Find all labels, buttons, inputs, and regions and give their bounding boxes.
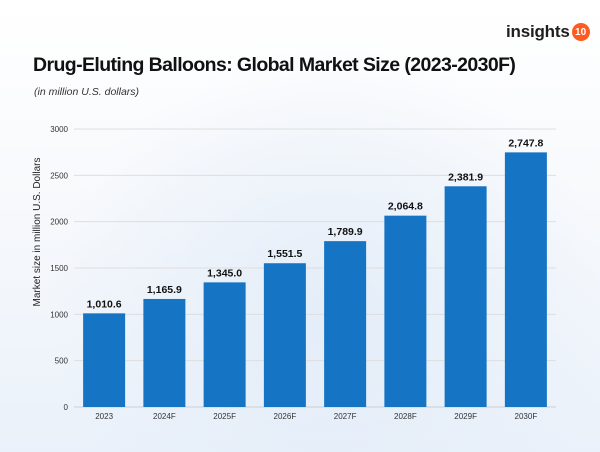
y-tick-label: 2000 [50, 218, 68, 227]
chart-subtitle: (in million U.S. dollars) [34, 86, 140, 98]
bar-2029f [444, 186, 487, 407]
x-tick-label: 2024F [153, 412, 176, 421]
brand-name: insights [506, 22, 570, 41]
data-label: 1,551.5 [267, 248, 302, 260]
data-label: 2,747.8 [508, 137, 543, 149]
y-tick-label: 1500 [50, 264, 68, 273]
x-tick-label: 2028F [394, 412, 417, 421]
bar-2026f [263, 263, 306, 407]
bars [83, 152, 547, 407]
x-tick-label: 2029F [454, 412, 477, 421]
bar-2023 [83, 313, 126, 407]
data-label: 1,345.0 [207, 267, 242, 279]
y-tick-label: 0 [64, 403, 69, 412]
chart-title: Drug-Eluting Balloons: Global Market Siz… [33, 54, 516, 76]
y-tick-label: 500 [55, 357, 69, 366]
bar-2025f [203, 282, 246, 407]
bar-2028f [384, 215, 427, 407]
bar-2027f [324, 241, 367, 407]
y-tick-label: 3000 [50, 125, 68, 134]
x-tick-label: 2027F [334, 412, 357, 421]
data-label: 1,789.9 [328, 226, 363, 238]
x-tick-label: 2023 [95, 412, 113, 421]
y-tick-label: 1000 [50, 310, 68, 319]
data-label: 1,165.9 [147, 284, 182, 296]
data-label: 2,064.8 [388, 201, 423, 213]
y-axis-title: Market size in million U.S. Dollars [32, 158, 43, 307]
brand-badge: 10 [571, 23, 590, 41]
brand-logo: insights 10 [506, 22, 590, 42]
data-label: 1,010.6 [87, 298, 122, 310]
bar-2030f [504, 152, 547, 407]
labels: 0 500 1000 1500 2000 2500 3000 1,010.6 2023 1,165… [50, 125, 543, 421]
data-label: 2,381.9 [448, 171, 483, 183]
x-tick-label: 2026F [274, 412, 297, 421]
bar-2024f [143, 298, 186, 407]
x-tick-label: 2030F [515, 412, 538, 421]
y-tick-label: 2500 [50, 171, 68, 180]
x-tick-label: 2025F [213, 412, 236, 421]
